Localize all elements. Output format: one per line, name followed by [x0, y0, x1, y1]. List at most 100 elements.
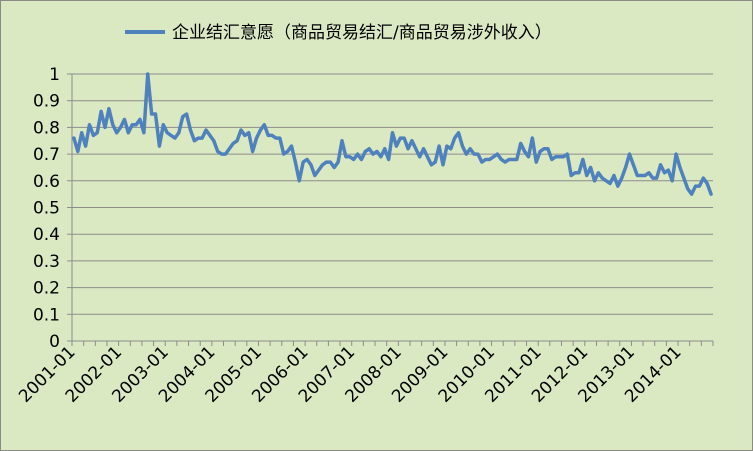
data-point [484, 158, 487, 161]
data-point [216, 150, 219, 153]
data-point [562, 155, 565, 158]
data-point [434, 161, 437, 164]
data-point [473, 153, 476, 156]
data-point [208, 134, 211, 137]
data-point [177, 131, 180, 134]
data-point [286, 150, 289, 153]
data-point [640, 174, 643, 177]
data-point [430, 163, 433, 166]
data-point [574, 171, 577, 174]
data-point [612, 174, 615, 177]
data-point [566, 153, 569, 156]
data-point [442, 163, 444, 166]
data-point [72, 137, 75, 140]
data-point [100, 110, 103, 113]
y-tick-label: 0 [49, 332, 60, 352]
data-point [469, 147, 472, 150]
data-point [201, 137, 204, 140]
data-point [131, 123, 134, 126]
data-point [189, 129, 192, 132]
data-point [655, 177, 658, 180]
data-point [193, 139, 196, 142]
data-point [624, 166, 627, 169]
data-point [154, 113, 157, 116]
data-point [554, 155, 557, 158]
data-point [115, 131, 118, 134]
data-point [678, 166, 681, 169]
data-point [228, 147, 231, 150]
data-point [539, 150, 542, 153]
data-point [325, 161, 328, 164]
data-point [150, 113, 153, 116]
plot-series [72, 72, 713, 196]
data-point [123, 118, 126, 121]
data-point [616, 185, 619, 188]
data-point [585, 174, 588, 177]
data-point [298, 179, 301, 182]
data-point [597, 171, 600, 174]
data-point [212, 139, 215, 142]
data-point [686, 187, 689, 190]
data-point [550, 158, 553, 161]
data-point [96, 131, 99, 134]
legend-label: 企业结汇意愿（商品贸易结汇/商品贸易涉外收入） [172, 23, 552, 43]
data-point [294, 161, 297, 164]
data-point [644, 174, 647, 177]
y-tick-label: 1 [49, 65, 60, 85]
data-point [173, 137, 176, 140]
data-point [232, 142, 235, 145]
data-point [119, 126, 122, 129]
data-point [111, 123, 114, 126]
data-point [337, 161, 340, 164]
data-point [383, 147, 386, 150]
data-point [290, 145, 293, 148]
y-tick-label: 0.6 [33, 172, 60, 192]
data-point [690, 193, 693, 196]
data-point [142, 131, 145, 134]
data-point [453, 137, 456, 140]
data-point [636, 174, 639, 177]
data-point [422, 147, 425, 150]
data-point [426, 155, 429, 158]
data-point [170, 134, 173, 137]
data-point [702, 177, 705, 180]
data-point [197, 137, 200, 140]
data-point [515, 158, 518, 161]
data-point [107, 107, 110, 110]
y-tick-label: 0.1 [33, 305, 60, 325]
data-point [278, 137, 281, 140]
data-point [274, 137, 277, 140]
data-point [508, 158, 511, 161]
data-point [333, 166, 336, 169]
data-point [445, 145, 448, 148]
data-point [239, 129, 242, 132]
data-point [162, 123, 165, 126]
x-axis: 2001-012002-012003-012004-012005-012006-… [15, 340, 714, 407]
data-point [667, 169, 670, 172]
data-point [663, 171, 666, 174]
data-point [694, 185, 697, 188]
data-point [535, 161, 538, 164]
data-point [577, 171, 580, 174]
data-point [127, 131, 130, 134]
data-point [185, 113, 188, 116]
data-point [500, 158, 503, 161]
data-point [531, 137, 534, 140]
data-point [570, 174, 573, 177]
data-point [593, 179, 596, 182]
data-point [410, 139, 413, 142]
data-point [414, 147, 417, 150]
data-point [104, 126, 107, 129]
data-point [364, 150, 367, 153]
gridlines [72, 73, 713, 342]
data-point [511, 158, 514, 161]
data-point [259, 129, 262, 132]
data-point [146, 73, 149, 75]
y-tick-label: 0.5 [33, 199, 60, 219]
data-point [80, 131, 83, 134]
data-point [375, 150, 378, 153]
data-point [271, 134, 274, 137]
data-point [504, 161, 507, 164]
data-point [368, 147, 371, 150]
data-point [438, 145, 441, 148]
